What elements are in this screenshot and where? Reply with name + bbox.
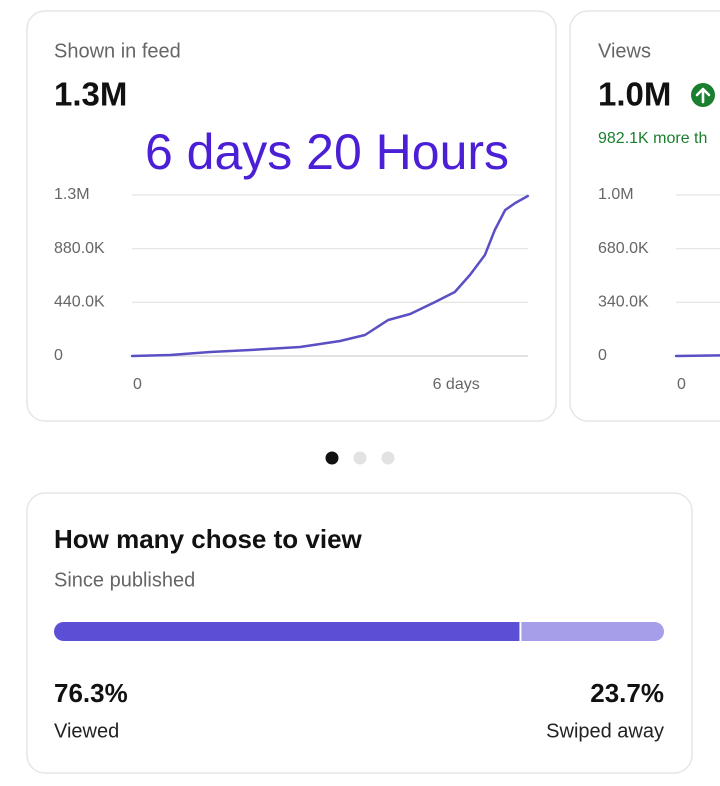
x-tick-label: 0: [133, 376, 142, 393]
y-tick-label: 1.0M: [598, 186, 634, 203]
chart: 1.0M 680.0K 340.0K 0 0: [598, 186, 720, 393]
card-title: Views: [598, 40, 651, 62]
annotation: 6 days 20 Hours: [145, 124, 509, 180]
card-title: How many chose to view: [54, 524, 363, 554]
card-subtitle: 982.1K more th: [598, 130, 707, 147]
x-tick-label: 6 days: [433, 376, 480, 393]
category-label: Viewed: [54, 720, 119, 742]
y-tick-label: 680.0K: [598, 240, 649, 257]
pager-dot[interactable]: [381, 451, 395, 465]
bar-segment: [521, 622, 664, 641]
y-tick-label: 340.0K: [598, 294, 649, 311]
stacked-bar: [54, 622, 664, 641]
value-label: 76.3%: [54, 678, 128, 708]
card-title: Shown in feed: [54, 40, 181, 62]
line: [130, 194, 530, 358]
value-label: 23.7%: [590, 678, 664, 708]
y-tick-label: 440.0K: [54, 294, 105, 311]
card-subtitle: Since published: [54, 569, 195, 591]
line: [674, 354, 720, 358]
y-tick-label: 0: [54, 347, 63, 364]
pager-dot[interactable]: [353, 451, 367, 465]
card-value: 1.0M: [598, 76, 671, 113]
category-label: Swiped away: [546, 720, 664, 742]
up-icon: [691, 83, 715, 107]
card[interactable]: [26, 10, 557, 422]
pager-dot[interactable]: [325, 451, 339, 465]
x-tick-label: 0: [677, 376, 686, 393]
chart: 1.3M 880.0K 440.0K 0 0 6 days: [54, 186, 530, 393]
y-tick-label: 0: [598, 347, 607, 364]
card[interactable]: [569, 10, 720, 422]
card-value: 1.3M: [54, 76, 127, 113]
y-tick-label: 1.3M: [54, 186, 90, 203]
y-tick-label: 880.0K: [54, 240, 105, 257]
bar-segment: [54, 622, 520, 641]
